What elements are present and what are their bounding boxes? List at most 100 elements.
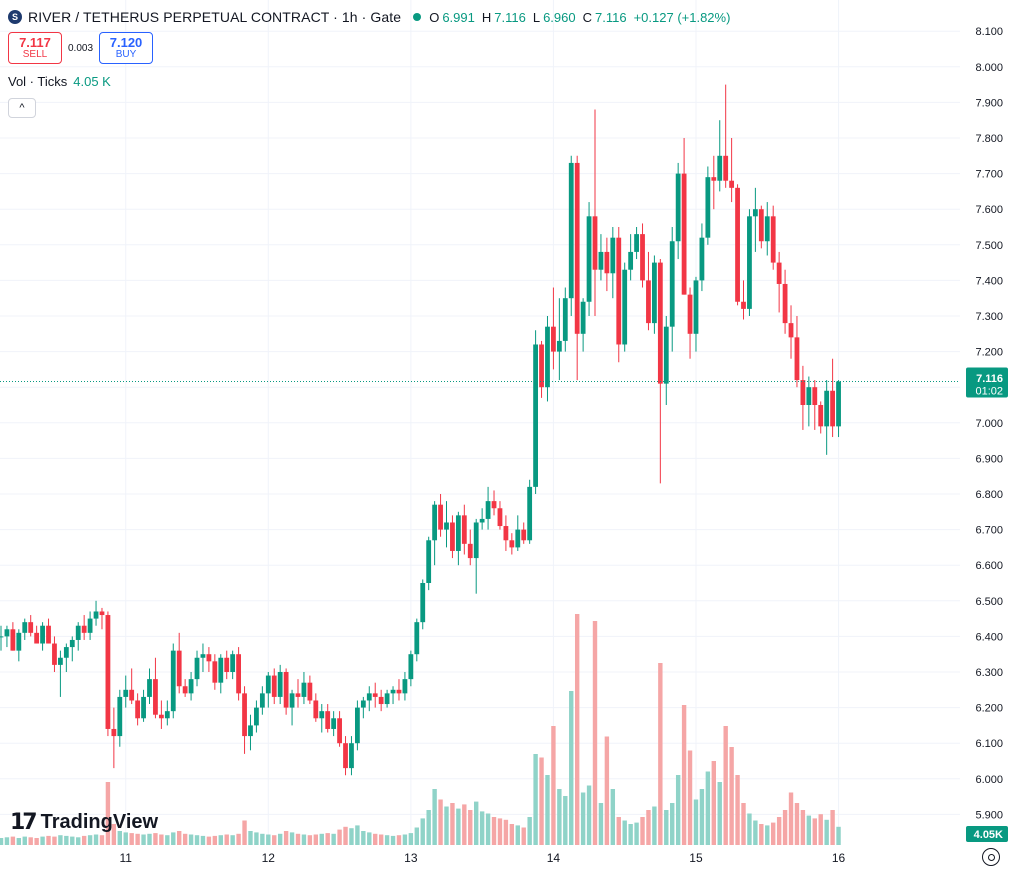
- candle-body: [194, 657, 200, 680]
- price-tick-label: 7.800: [975, 133, 1003, 145]
- volume-bar: [610, 789, 616, 845]
- volume-tag-box: [966, 826, 1008, 842]
- volume-bar: [188, 834, 194, 845]
- candle-body: [657, 262, 663, 384]
- volume-bar: [574, 614, 580, 845]
- candle-body: [598, 251, 604, 270]
- candle-body: [325, 711, 331, 729]
- candle-body: [242, 693, 247, 737]
- candle-body: [75, 625, 81, 640]
- volume-bar: [272, 835, 277, 845]
- volume-legend-value: 4.05 K: [73, 74, 111, 89]
- price-tick-label: 7.200: [975, 347, 1003, 359]
- candle-body: [200, 654, 206, 658]
- volume-bar: [76, 837, 81, 845]
- candle-body: [176, 650, 182, 687]
- candle-body: [99, 611, 105, 616]
- price-tick-label: 7.500: [975, 240, 1003, 252]
- tradingview-logo-text: TradingView: [40, 811, 159, 833]
- candle-body: [824, 390, 830, 427]
- candle-body: [390, 689, 396, 694]
- candle-body: [812, 387, 818, 405]
- volume-bar: [485, 813, 491, 845]
- volume-bar: [307, 835, 313, 845]
- volume-bar: [212, 835, 218, 845]
- settings-icon[interactable]: [982, 848, 1000, 866]
- volume-bar: [200, 835, 206, 845]
- symbol-title[interactable]: RIVER / TETHERUS PERPETUAL CONTRACT · 1h…: [28, 9, 402, 25]
- candle-body: [568, 162, 574, 299]
- volume-bar: [812, 818, 817, 845]
- volume-legend[interactable]: Vol · Ticks 4.05 K: [8, 74, 111, 89]
- candle-body: [212, 661, 218, 683]
- volume-bar: [10, 836, 16, 845]
- symbol-icon[interactable]: S: [8, 10, 22, 24]
- price-tick-label: 6.900: [975, 453, 1003, 465]
- candle-body: [402, 679, 408, 694]
- tradingview-logo[interactable]: 17 TradingView: [10, 810, 158, 835]
- candle-body: [93, 611, 99, 619]
- price-axis[interactable]: 5.900 6.000 6.100 6.200 6.300 6.400 6.500 6.600…: [975, 26, 1003, 821]
- candle-body: [687, 294, 693, 334]
- volume-bar: [479, 811, 485, 845]
- candle-body: [355, 707, 360, 744]
- candle-body: [800, 380, 806, 405]
- open-value: 6.991: [442, 9, 475, 25]
- volume-bar: [420, 818, 425, 845]
- candle-body: [610, 237, 616, 274]
- candle-body: [509, 540, 515, 548]
- volume-bar: [349, 828, 354, 845]
- candle-body: [414, 622, 420, 655]
- candle-body: [236, 654, 241, 694]
- collapse-legend-button[interactable]: ^: [8, 98, 36, 118]
- volume-bar: [491, 817, 497, 845]
- candle-body: [776, 262, 782, 284]
- candle-body: [307, 682, 313, 701]
- candle-body: [515, 529, 521, 548]
- volume-bar: [182, 833, 188, 845]
- candle-body: [729, 180, 735, 188]
- candle-body: [69, 639, 75, 648]
- candle-body: [711, 177, 717, 181]
- candle-body: [170, 650, 176, 712]
- candle-body: [455, 515, 461, 551]
- candle-body: [420, 583, 426, 623]
- candle-body: [770, 216, 776, 263]
- candle-body: [16, 632, 22, 651]
- candle-body: [473, 522, 479, 559]
- candle-body: [503, 526, 509, 541]
- price-tick-label: 6.000: [975, 774, 1003, 786]
- sell-button[interactable]: 7.117 SELL: [8, 32, 62, 64]
- candle-body: [34, 632, 40, 644]
- volume-bar: [135, 833, 140, 845]
- buy-button[interactable]: 7.120 BUY: [99, 32, 154, 64]
- candle-body: [105, 615, 111, 729]
- volume-bar: [159, 834, 164, 845]
- volume-bar: [539, 757, 544, 845]
- time-axis[interactable]: 11 12 13 14 15 16: [120, 851, 846, 865]
- candle-body: [467, 543, 473, 559]
- volume-bar: [396, 835, 402, 845]
- volume-bar: [408, 833, 414, 845]
- candle-body: [58, 657, 63, 665]
- buy-price: 7.120: [109, 34, 143, 50]
- candle-body: [616, 237, 622, 345]
- volume-bar: [622, 820, 627, 845]
- volume-bar: [289, 832, 295, 845]
- volume-bar: [557, 789, 562, 845]
- volume-bar: [824, 819, 829, 845]
- volume-bar: [390, 835, 396, 845]
- candle-body: [349, 743, 354, 769]
- candle-body: [758, 209, 764, 242]
- candle-body: [46, 625, 51, 644]
- candle-body: [752, 209, 758, 217]
- candle-body: [735, 187, 740, 302]
- candle-body: [586, 216, 592, 302]
- candle-body: [479, 518, 485, 523]
- volume-bar: [527, 817, 532, 845]
- candle-body: [87, 618, 93, 633]
- volume-bar: [818, 814, 823, 845]
- candle-body: [818, 405, 824, 427]
